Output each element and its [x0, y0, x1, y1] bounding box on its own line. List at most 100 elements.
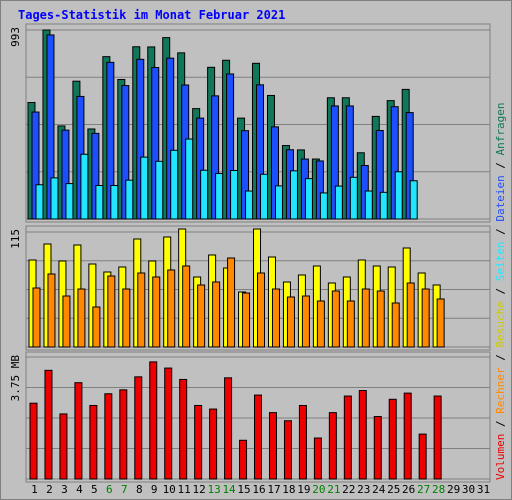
- bar-rechner-day-13: [212, 281, 221, 348]
- day-label-5: 5: [91, 483, 98, 496]
- bar-volumen-day-27: [418, 433, 427, 480]
- bar-volumen-day-17: [268, 412, 277, 480]
- bar-volumen-day-15: [239, 439, 248, 480]
- bar-volumen-day-25: [388, 398, 397, 480]
- bar-rechner-day-15: [242, 292, 251, 348]
- bar-seiten-day-10: [170, 149, 179, 220]
- bar-rechner-day-17: [271, 288, 280, 348]
- day-label-26: 26: [402, 483, 415, 496]
- bar-seiten-day-21: [334, 185, 343, 220]
- bar-volumen-day-26: [403, 392, 412, 480]
- day-label-14: 14: [222, 483, 236, 496]
- bar-rechner-day-1: [32, 287, 41, 348]
- bar-rechner-day-9: [152, 276, 161, 348]
- bar-seiten-day-8: [140, 156, 149, 220]
- bar-rechner-day-28: [436, 298, 445, 348]
- day-label-10: 10: [163, 483, 176, 496]
- bar-volumen-day-16: [254, 394, 263, 480]
- bar-rechner-day-4: [77, 288, 86, 348]
- day-label-27: 27: [417, 483, 430, 496]
- day-label-21: 21: [327, 483, 340, 496]
- bar-volumen-day-6: [104, 393, 113, 480]
- bar-volumen-day-18: [283, 420, 292, 480]
- bar-volumen-day-14: [224, 377, 233, 480]
- legend-item-seiten: Seiten: [494, 242, 507, 282]
- bar-volumen-day-13: [209, 408, 218, 480]
- day-label-16: 16: [252, 483, 265, 496]
- bar-rechner-day-5: [92, 306, 101, 348]
- bar-seiten-day-22: [349, 176, 358, 220]
- bar-rechner-day-25: [391, 302, 400, 348]
- bar-rechner-day-21: [331, 290, 340, 348]
- bar-seiten-day-5: [95, 185, 104, 220]
- bar-volumen-day-20: [313, 437, 322, 480]
- bar-seiten-day-24: [379, 191, 388, 220]
- bar-rechner-day-12: [197, 284, 206, 348]
- day-label-29: 29: [447, 483, 460, 496]
- bar-volumen-day-24: [373, 416, 382, 480]
- bar-seiten-day-14: [230, 169, 239, 220]
- bar-volumen-day-23: [358, 390, 367, 480]
- bar-seiten-day-17: [274, 185, 283, 220]
- bar-rechner-day-18: [286, 296, 295, 348]
- bar-seiten-day-3: [65, 183, 74, 220]
- day-label-30: 30: [462, 483, 475, 496]
- bar-volumen-day-10: [164, 367, 173, 480]
- bar-seiten-day-1: [35, 184, 44, 220]
- bar-seiten-day-19: [304, 178, 313, 220]
- bar-rechner-day-26: [406, 282, 415, 348]
- legend-separator: /: [494, 222, 507, 242]
- day-label-17: 17: [267, 483, 280, 496]
- bar-rechner-day-20: [316, 300, 325, 348]
- day-label-7: 7: [121, 483, 128, 496]
- bar-rechner-day-16: [257, 272, 266, 348]
- legend-separator: /: [494, 281, 507, 301]
- day-label-9: 9: [151, 483, 158, 496]
- axis-max-label-middle: 115: [9, 229, 22, 249]
- bar-seiten-day-20: [319, 192, 328, 220]
- bar-rechner-day-6: [107, 275, 116, 348]
- bar-volumen-day-4: [74, 382, 83, 480]
- bar-rechner-day-11: [182, 265, 191, 348]
- bar-volumen-day-12: [194, 404, 203, 480]
- day-label-22: 22: [342, 483, 355, 496]
- bar-rechner-day-3: [62, 295, 71, 348]
- bar-volumen-day-1: [29, 402, 38, 480]
- legend-item-rechner: Rechner: [494, 367, 507, 414]
- day-label-15: 15: [237, 483, 250, 496]
- day-label-8: 8: [136, 483, 143, 496]
- bar-seiten-day-9: [155, 160, 164, 220]
- day-label-12: 12: [193, 483, 206, 496]
- bar-volumen-day-7: [119, 389, 128, 480]
- legend-item-anfragen: Anfragen: [494, 102, 507, 155]
- bar-seiten-day-16: [260, 173, 269, 220]
- day-label-2: 2: [46, 483, 53, 496]
- bar-rechner-day-23: [361, 288, 370, 348]
- day-label-31: 31: [477, 483, 490, 496]
- bar-rechner-day-2: [47, 273, 56, 348]
- bar-volumen-day-19: [298, 404, 307, 480]
- bar-seiten-day-2: [50, 177, 59, 220]
- bar-rechner-day-22: [346, 300, 355, 348]
- bar-volumen-day-9: [149, 361, 158, 480]
- bar-volumen-day-2: [44, 369, 53, 480]
- bar-volumen-day-8: [134, 376, 143, 480]
- bar-seiten-day-23: [364, 190, 373, 220]
- chart-title: Tages-Statistik im Monat Februar 2021: [18, 8, 285, 22]
- bar-dateien-day-7: [121, 85, 130, 220]
- legend-item-besuche: Besuche: [494, 301, 507, 347]
- bar-seiten-day-7: [125, 179, 134, 220]
- legend-item-dateien: Dateien: [494, 175, 507, 221]
- day-label-6: 6: [106, 483, 113, 496]
- day-label-20: 20: [312, 483, 325, 496]
- bar-seiten-day-15: [245, 190, 254, 220]
- bar-rechner-day-8: [137, 272, 146, 348]
- bar-volumen-day-21: [328, 412, 337, 480]
- legend-separator: /: [494, 348, 507, 368]
- bar-seiten-day-11: [185, 138, 194, 220]
- legend-separator: /: [494, 155, 507, 175]
- bar-seiten-day-12: [200, 169, 209, 220]
- day-label-18: 18: [282, 483, 295, 496]
- bar-volumen-day-28: [433, 395, 442, 480]
